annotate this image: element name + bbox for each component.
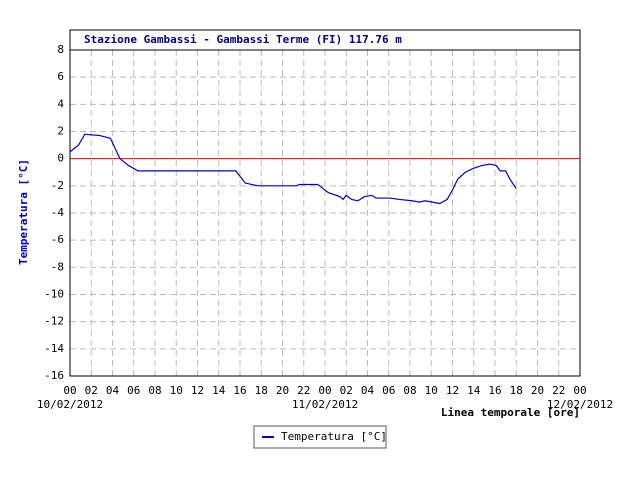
x-tick-label: 04	[361, 384, 375, 397]
x-tick-label: 02	[340, 384, 353, 397]
x-tick-label: 06	[127, 384, 140, 397]
x-tick-label: 16	[488, 384, 501, 397]
x-tick-label: 14	[212, 384, 226, 397]
x-tick-label: 00	[63, 384, 76, 397]
x-tick-label: 20	[276, 384, 289, 397]
y-tick-label: -8	[51, 260, 64, 273]
chart-title: Stazione Gambassi - Gambassi Terme (FI) …	[84, 33, 402, 46]
y-tick-label: 8	[57, 43, 64, 56]
x-tick-label: 22	[297, 384, 310, 397]
date-label: 10/02/2012	[37, 398, 103, 411]
x-tick-label: 20	[531, 384, 544, 397]
y-tick-label: -2	[51, 179, 64, 192]
x-tick-label: 00	[573, 384, 586, 397]
plot-border	[69, 49, 581, 377]
x-tick-label: 18	[510, 384, 523, 397]
y-tick-label: -6	[51, 233, 64, 246]
x-tick-label: 18	[255, 384, 268, 397]
y-axis-label: Temperatura [°C]	[17, 159, 30, 265]
y-tick-label: -16	[44, 369, 64, 382]
y-tick-label: 4	[57, 97, 64, 110]
y-tick-label: 0	[57, 152, 64, 165]
x-tick-label: 12	[191, 384, 204, 397]
x-tick-label: 12	[446, 384, 459, 397]
y-tick-label: 6	[57, 70, 64, 83]
x-tick-label: 10	[425, 384, 438, 397]
x-tick-label: 02	[85, 384, 98, 397]
y-tick-label: 2	[57, 125, 64, 138]
x-axis-label: Linea temporale [ore]	[441, 406, 580, 419]
y-tick-label: -4	[51, 206, 65, 219]
x-tick-label: 08	[148, 384, 161, 397]
legend-label: Temperatura [°C]	[281, 430, 387, 443]
date-label: 11/02/2012	[292, 398, 358, 411]
x-tick-label: 10	[170, 384, 183, 397]
x-tick-label: 16	[233, 384, 246, 397]
x-tick-label: 06	[382, 384, 395, 397]
x-tick-label: 04	[106, 384, 120, 397]
y-tick-label: -10	[44, 288, 64, 301]
legend-box	[253, 425, 387, 449]
date-label: 12/02/2012	[547, 398, 613, 411]
line-series	[69, 133, 517, 205]
x-tick-label: 14	[467, 384, 481, 397]
y-tick-label: -12	[44, 315, 64, 328]
x-tick-label: 08	[403, 384, 416, 397]
x-tick-label: 00	[318, 384, 331, 397]
x-tick-label: 22	[552, 384, 565, 397]
y-tick-label: -14	[44, 342, 64, 355]
